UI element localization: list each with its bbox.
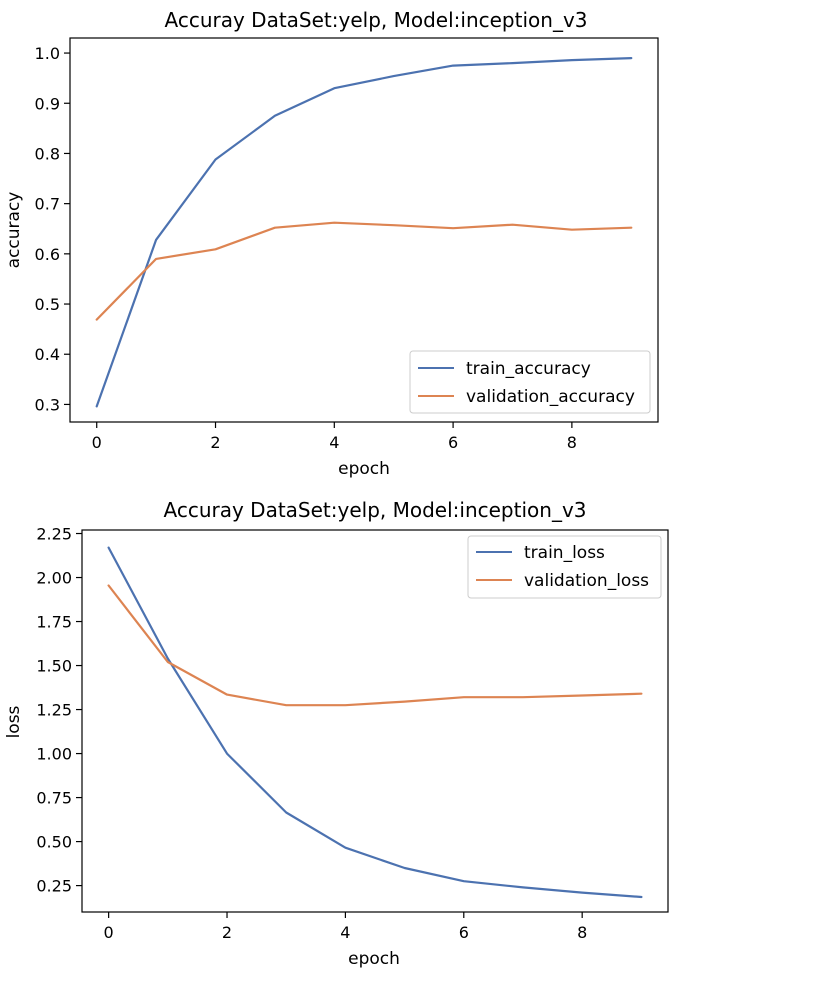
accuracy-x-tick-label: 6 xyxy=(448,433,458,452)
loss-x-tick-label: 0 xyxy=(104,923,114,942)
accuracy-x-ticks: 0 2 4 6 8 xyxy=(92,422,577,452)
loss-legend-box xyxy=(467,535,662,599)
loss-legend: train_loss validation_loss xyxy=(467,535,662,599)
accuracy-plot-frame xyxy=(69,37,659,423)
loss-legend-label-train: train_loss xyxy=(524,543,605,563)
accuracy-series-validation_accuracy xyxy=(95,221,633,321)
loss-x-ticks: 0 2 4 6 8 xyxy=(104,912,587,942)
accuracy-series-lines xyxy=(95,56,633,408)
accuracy-y-tick-label: 0.5 xyxy=(35,295,60,314)
loss-y-tick-label: 2.25 xyxy=(36,525,72,544)
loss-y-ticks: 0.25 0.50 0.75 1.00 1.25 1.50 1.75 2.00 2.25 xyxy=(36,525,82,896)
loss-x-tick-label: 4 xyxy=(340,923,350,942)
accuracy-y-ticks: 0.3 0.4 0.5 0.6 0.7 0.8 0.9 1.0 xyxy=(35,44,70,414)
loss-chart: Accuray DataSet:yelp, Model:inception_v3… xyxy=(4,498,669,969)
accuracy-legend: train_accuracy validation_accuracy xyxy=(409,350,651,414)
accuracy-y-tick-label: 0.8 xyxy=(35,144,60,163)
accuracy-legend-label-train: train_accuracy xyxy=(466,359,591,379)
loss-x-tick-label: 6 xyxy=(459,923,469,942)
accuracy-chart: Accuray DataSet:yelp, Model:inception_v3… xyxy=(4,8,659,479)
loss-y-tick-label: 1.50 xyxy=(36,657,72,676)
accuracy-y-tick-label: 0.7 xyxy=(35,195,60,214)
accuracy-legend-box xyxy=(409,350,651,414)
loss-y-tick-label: 0.75 xyxy=(36,789,72,808)
loss-y-axis-label: loss xyxy=(4,705,24,738)
loss-legend-label-validation: validation_loss xyxy=(524,571,649,591)
accuracy-y-tick-label: 0.6 xyxy=(35,245,60,264)
loss-x-tick-label: 8 xyxy=(577,923,587,942)
accuracy-x-axis-label: epoch xyxy=(338,459,390,479)
accuracy-series-train_accuracy xyxy=(95,56,633,408)
accuracy-x-tick-label: 2 xyxy=(210,433,220,452)
accuracy-y-tick-label: 0.9 xyxy=(35,94,60,113)
loss-x-axis-label: epoch xyxy=(348,949,400,969)
accuracy-chart-title: Accuray DataSet:yelp, Model:inception_v3 xyxy=(165,8,588,32)
loss-plot-frame xyxy=(81,529,669,913)
accuracy-x-tick-label: 8 xyxy=(567,433,577,452)
loss-y-tick-label: 0.50 xyxy=(36,833,72,852)
loss-y-tick-label: 0.25 xyxy=(36,877,72,896)
loss-series-validation_loss xyxy=(107,584,643,707)
accuracy-y-tick-label: 0.4 xyxy=(35,345,60,364)
loss-chart-title: Accuray DataSet:yelp, Model:inception_v3 xyxy=(164,498,587,522)
accuracy-y-tick-label: 1.0 xyxy=(35,44,60,63)
loss-y-tick-label: 2.00 xyxy=(36,569,72,588)
loss-y-tick-label: 1.25 xyxy=(36,701,72,720)
loss-y-tick-label: 1.75 xyxy=(36,613,72,632)
accuracy-legend-label-validation: validation_accuracy xyxy=(466,387,635,407)
loss-y-tick-label: 1.00 xyxy=(36,745,72,764)
accuracy-x-tick-label: 0 xyxy=(92,433,102,452)
loss-x-tick-label: 2 xyxy=(222,923,232,942)
accuracy-y-axis-label: accuracy xyxy=(4,192,24,269)
accuracy-y-tick-label: 0.3 xyxy=(35,395,60,414)
accuracy-x-tick-label: 4 xyxy=(329,433,339,452)
loss-series-lines xyxy=(107,546,643,899)
loss-series-train_loss xyxy=(107,546,643,899)
